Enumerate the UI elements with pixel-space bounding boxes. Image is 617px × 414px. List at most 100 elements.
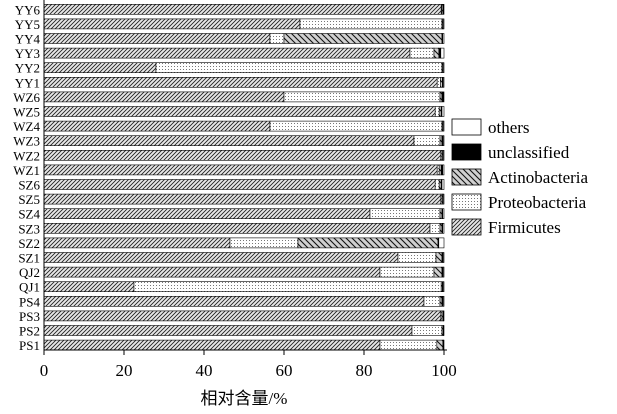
y-tick-label: PS3: [19, 309, 40, 324]
x-ticks: 0 20 40 60 80 100: [40, 350, 457, 380]
bar-segment-wz3-proteobacteria: [413, 135, 441, 146]
bar-segment-yy3-proteobacteria: [409, 47, 435, 59]
legend: others unclassified Actinobacteria Proteoba…: [451, 118, 589, 237]
y-tick-label: PS4: [19, 294, 40, 309]
bar-segment-wz5-others: [441, 106, 445, 117]
bar-segment-qj2-proteobacteria: [379, 266, 435, 278]
y-tick-label: WZ2: [13, 148, 40, 163]
bar-segment-ps4-firmicutes: [43, 295, 425, 307]
bar-segment-yy2-firmicutes: [43, 62, 157, 74]
y-tick-labels: YY6YY5YY4YY3YY2YY1WZ6WZ5WZ4WZ3WZ2WZ1SZ6S…: [13, 2, 40, 353]
bar-segment-sz6-proteobacteria: [434, 179, 440, 190]
bar-segment-wz4-firmicutes: [43, 120, 271, 132]
bar-segment-wz1-others: [442, 164, 445, 176]
legend-swatch-proteobacteria: [451, 193, 482, 211]
x-axis-title: 相对含量/%: [201, 389, 288, 408]
bar-stack-group: [43, 4, 445, 351]
bar-segment-sz2-proteobacteria: [229, 237, 299, 249]
y-tick-label: WZ6: [13, 90, 40, 105]
y-tick-label: WZ1: [13, 163, 40, 178]
bar-segment-qj1-proteobacteria: [133, 281, 442, 293]
bar-segment-sz3-firmicutes: [43, 223, 431, 234]
bar-segment-sz1-proteobacteria: [397, 252, 437, 263]
bar-segment-sz2-actinobacteria: [297, 237, 439, 249]
bar-segment-yy4-proteobacteria: [269, 33, 285, 44]
bar-segment-wz2-others: [442, 150, 445, 161]
bar-segment-sz3-others: [442, 223, 445, 234]
bar-segment-sz3-proteobacteria: [429, 223, 441, 234]
y-tick-label: SZ5: [18, 192, 40, 207]
bar-segment-ps2-proteobacteria: [411, 325, 443, 336]
bar-segment-ps1-firmicutes: [43, 339, 381, 351]
bar-segment-wz5-proteobacteria: [434, 106, 440, 117]
bar-segment-wz2-firmicutes: [43, 150, 442, 161]
legend-label-actinobacteria: Actinobacteria: [488, 168, 589, 187]
bar-segment-yy2-others: [442, 62, 445, 74]
y-tick-label: QJ1: [19, 280, 40, 295]
bar-segment-yy4-firmicutes: [43, 33, 271, 44]
bar-segment-sz1-others: [442, 252, 445, 263]
legend-label-others: others: [488, 118, 530, 137]
y-tick-label: YY5: [15, 17, 40, 32]
bar-segment-ps3-firmicutes: [43, 310, 442, 322]
bar-segment-wz3-firmicutes: [43, 135, 415, 146]
y-tick-label: YY3: [15, 46, 40, 61]
bar-segment-sz6-firmicutes: [43, 179, 436, 190]
bar-segment-yy1-firmicutes: [43, 77, 438, 88]
bar-segment-sz2-others: [438, 237, 445, 249]
bar-segment-sz6-others: [441, 179, 445, 190]
bar-segment-qj2-firmicutes: [43, 266, 381, 278]
legend-label-proteobacteria: Proteobacteria: [488, 193, 587, 212]
bar-segment-sz2-firmicutes: [43, 237, 231, 249]
bar-segment-yy3-others: [440, 47, 445, 59]
bar-segment-qj1-others: [442, 281, 445, 293]
y-tick-label: YY1: [15, 75, 40, 90]
y-tick-label: YY2: [15, 61, 40, 76]
x-tick-label: 20: [116, 361, 133, 380]
bar-segment-wz5-firmicutes: [43, 106, 436, 117]
x-tick-label: 40: [196, 361, 213, 380]
bar-segment-qj2-others: [442, 266, 445, 278]
bar-segment-yy1-proteobacteria: [436, 77, 441, 88]
bar-segment-wz4-others: [442, 120, 445, 132]
bar-segment-sz4-firmicutes: [43, 208, 371, 219]
bar-segment-yy4-actinobacteria: [283, 33, 443, 44]
x-tick-label: 100: [431, 361, 457, 380]
y-tick-label: PS2: [19, 324, 40, 339]
y-tick-label: SZ1: [18, 251, 40, 266]
bar-segment-yy3-actinobacteria: [433, 47, 440, 59]
y-tick-label: SZ3: [18, 221, 40, 236]
bar-segment-sz4-others: [442, 208, 445, 219]
y-tick-label: QJ2: [19, 265, 40, 280]
legend-label-unclassified: unclassified: [488, 143, 570, 162]
y-tick-label: WZ5: [13, 105, 40, 120]
bar-segment-wz3-others: [442, 135, 445, 146]
bar-segment-yy5-proteobacteria: [299, 18, 443, 30]
x-tick-label: 80: [356, 361, 373, 380]
bar-segment-yy5-firmicutes: [43, 18, 301, 30]
bar-segment-yy4-others: [442, 33, 445, 44]
bar-segment-qj1-firmicutes: [43, 281, 135, 293]
bar-segment-wz6-firmicutes: [43, 91, 285, 103]
bar-segment-yy6-firmicutes: [43, 4, 442, 15]
bar-segment-ps4-proteobacteria: [423, 295, 441, 307]
bar-segment-yy6-unclassified: [442, 4, 445, 15]
legend-label-firmicutes: Firmicutes: [488, 218, 561, 237]
y-tick-label: SZ6: [18, 178, 40, 193]
bar-segment-yy2-proteobacteria: [155, 62, 443, 74]
bar-segment-wz1-firmicutes: [43, 164, 438, 176]
bar-segment-yy5-others: [442, 18, 445, 30]
y-tick-label: YY4: [15, 32, 41, 47]
y-tick-label: SZ4: [18, 207, 40, 222]
bar-segment-yy1-others: [442, 77, 445, 88]
legend-swatch-firmicutes: [451, 218, 482, 236]
y-tick-label: SZ2: [18, 236, 40, 251]
y-tick-label: WZ3: [13, 134, 40, 149]
bar-segment-yy3-firmicutes: [43, 47, 411, 59]
bar-segment-sz1-firmicutes: [43, 252, 399, 263]
x-tick-label: 60: [276, 361, 293, 380]
bar-segment-sz5-others: [442, 193, 445, 205]
y-tick-label: YY6: [15, 2, 41, 17]
legend-swatch-actinobacteria: [451, 168, 482, 186]
x-tick-label: 0: [40, 361, 49, 380]
